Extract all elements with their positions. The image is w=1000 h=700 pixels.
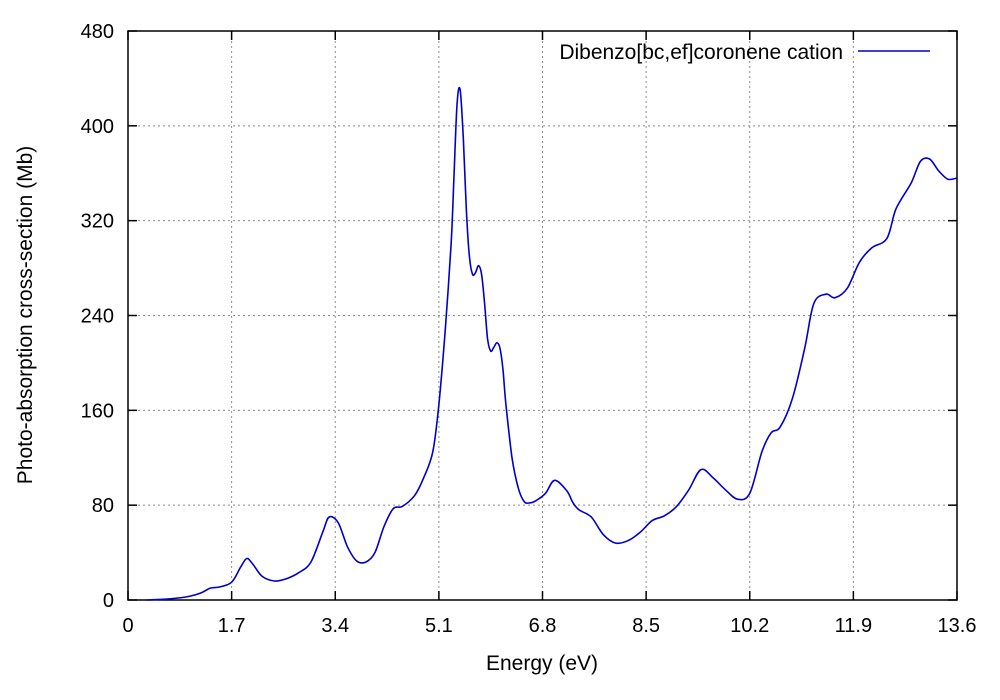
x-tick-label: 3.4 xyxy=(321,615,349,637)
x-tick-label: 6.8 xyxy=(529,615,557,637)
x-tick-label: 13.6 xyxy=(938,615,977,637)
y-tick-label: 0 xyxy=(103,590,114,612)
y-tick-labels: 0 80 160 240 320 400 480 xyxy=(81,21,114,612)
axis-ticks xyxy=(127,30,958,601)
y-tick-label: 400 xyxy=(81,116,114,138)
legend: Dibenzo[bc,ef]coronene cation xyxy=(559,41,930,64)
y-tick-label: 480 xyxy=(81,21,114,43)
y-tick-label: 240 xyxy=(81,306,114,328)
y-tick-label: 80 xyxy=(92,495,114,517)
legend-label: Dibenzo[bc,ef]coronene cation xyxy=(559,41,843,64)
grid-lines xyxy=(128,31,957,600)
x-axis-title: Energy (eV) xyxy=(486,652,598,675)
y-axis-title: Photo-absorption cross-section (Mb) xyxy=(14,146,37,484)
series-line-dibenzo-coronene-cation xyxy=(146,86,958,601)
x-tick-label: 1.7 xyxy=(218,615,246,637)
x-tick-label: 5.1 xyxy=(425,615,453,637)
x-tick-label: 8.5 xyxy=(632,615,660,637)
x-tick-label: 11.9 xyxy=(835,615,872,637)
x-tick-labels: 0 1.7 3.4 5.1 6.8 8.5 10.2 11.9 13.6 xyxy=(122,615,976,637)
x-tick-label: 0 xyxy=(122,615,133,637)
y-tick-label: 160 xyxy=(81,400,114,422)
x-tick-label: 10.2 xyxy=(730,615,769,637)
y-tick-label: 320 xyxy=(81,211,114,233)
